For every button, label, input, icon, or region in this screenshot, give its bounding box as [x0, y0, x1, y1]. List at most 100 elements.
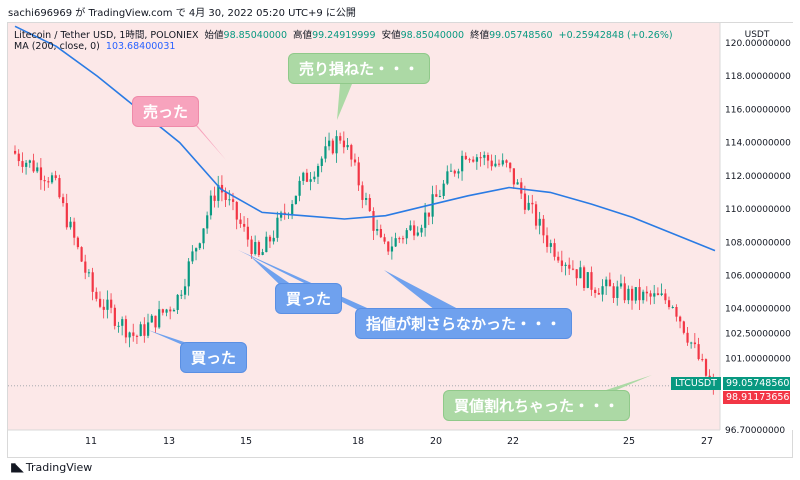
bid-price-tag: 98.91173656: [723, 391, 790, 404]
candle-body: [80, 247, 83, 262]
candle-body: [390, 246, 394, 252]
candle-body: [298, 180, 301, 196]
candle-body: [309, 179, 312, 182]
candle-body: [546, 235, 549, 247]
candle-body: [76, 237, 80, 248]
candle-body: [124, 319, 128, 338]
candle-body: [342, 140, 346, 148]
candle-body: [47, 181, 50, 183]
candle-body: [361, 185, 364, 200]
candle-body: [679, 316, 682, 322]
candle-body: [420, 227, 423, 233]
legend-close-label: 終値: [470, 30, 490, 41]
candle-body: [560, 260, 564, 266]
time-tick-label: 15: [240, 436, 252, 447]
callout-bought-below: 買値割れちゃった・・・: [443, 390, 631, 421]
price-tick-label: 116.00000000: [725, 105, 791, 115]
candle-body: [582, 267, 586, 288]
candle-body: [36, 167, 39, 172]
candle-body: [280, 212, 283, 218]
candle-body: [261, 252, 264, 255]
pointer-bought-2: [250, 256, 292, 285]
candle-body: [150, 315, 153, 323]
candle-body: [490, 160, 493, 167]
price-tick-label: 101.00000000: [725, 355, 791, 365]
candle-body: [291, 204, 294, 215]
candle-body: [531, 202, 534, 205]
currency-label: USDT: [745, 30, 770, 40]
pointer-bought-below: [600, 375, 652, 392]
candle-body: [21, 161, 24, 167]
candle-body: [276, 217, 279, 238]
candle-body: [442, 183, 445, 196]
candle-body: [612, 286, 615, 298]
candle-body: [368, 198, 371, 212]
candle-body: [220, 184, 224, 193]
time-tick-label: 13: [163, 436, 175, 447]
candle-body: [542, 218, 545, 236]
candle-body: [608, 279, 612, 287]
candle-body: [475, 157, 479, 162]
candle-body: [165, 309, 168, 313]
candle-body: [516, 182, 519, 185]
candle-body: [62, 197, 65, 204]
candle-body: [17, 153, 20, 162]
candle-body: [183, 286, 187, 295]
legend-low: 98.85040000: [400, 30, 465, 41]
price-tick-label: 102.50000000: [725, 330, 791, 340]
callout-sold-missed: 売り損ねた・・・: [288, 53, 431, 84]
candle-body: [534, 204, 538, 226]
candle-body: [191, 251, 194, 262]
candle-body: [379, 229, 382, 238]
tradingview-logo[interactable]: ▮◣ TradingView: [10, 460, 92, 474]
candle-body: [250, 239, 253, 255]
candle-body: [158, 309, 161, 328]
candle-body: [243, 223, 246, 227]
candle-body: [468, 159, 471, 161]
ma-line: [14, 25, 716, 252]
price-tick-label: 110.00000000: [725, 205, 791, 215]
candle-body: [431, 194, 434, 217]
candle-body: [634, 287, 637, 301]
candle-body: [187, 261, 190, 287]
publisher-bar: sachi696969 が TradingView.com で 4月 30, 2…: [0, 0, 800, 22]
candle-body: [383, 237, 386, 242]
candle-body: [324, 146, 327, 159]
candle-body: [664, 293, 667, 301]
candle-body: [195, 248, 198, 252]
candle-body: [653, 293, 656, 297]
candle-body: [605, 279, 608, 287]
tradingview-icon: ▮◣: [10, 460, 24, 474]
candle-body: [294, 195, 297, 205]
price-tick-label: 120.00000000: [725, 39, 791, 49]
candle-body: [28, 160, 31, 163]
candle-body: [73, 221, 76, 238]
candle-body: [416, 232, 419, 236]
candle-body: [339, 136, 342, 141]
candle-body: [302, 172, 305, 181]
candle-body: [483, 155, 486, 158]
candle-body: [117, 325, 120, 327]
candle-body: [549, 243, 552, 247]
candle-body: [601, 286, 604, 295]
candle-body: [254, 242, 257, 255]
candle-body: [590, 272, 593, 290]
candle-body: [132, 332, 135, 336]
footer-brand: TradingView: [25, 460, 93, 474]
candle-body: [616, 286, 619, 298]
candle-body: [202, 228, 205, 244]
candle-body: [660, 293, 663, 295]
candle-body: [209, 195, 213, 216]
candle-body: [505, 160, 508, 163]
candle-body: [139, 324, 142, 337]
last-price-tag: 99.05748560: [723, 377, 790, 390]
price-tick-label: 108.00000000: [725, 238, 791, 248]
candle-body: [627, 288, 630, 301]
candle-body: [14, 150, 17, 154]
candle-body: [54, 175, 57, 179]
candle-body: [594, 289, 597, 293]
candle-body: [449, 170, 453, 172]
candle-body: [435, 194, 438, 197]
callout-limit-not-filled: 指値が刺さらなかった・・・: [355, 308, 573, 339]
